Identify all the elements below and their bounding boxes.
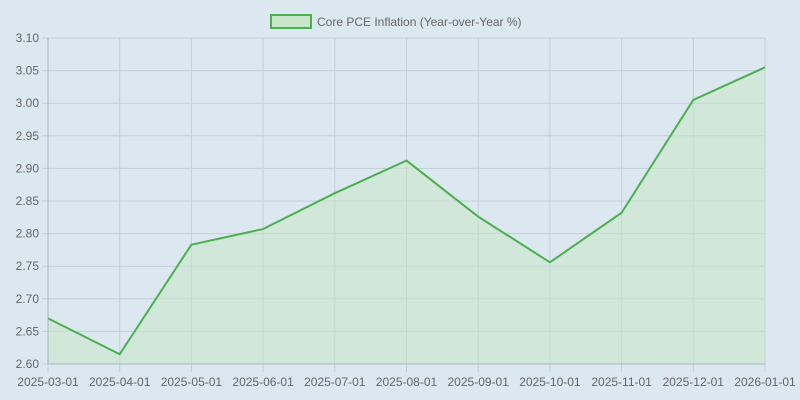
- axes: 2.60 2.65 2.70 2.75 2.80 2.85 2.90 2.95 3.00 3.05…: [16, 31, 796, 389]
- y-tick-label: 2.70: [16, 292, 40, 306]
- x-tick-label: 2025-04-01: [89, 375, 151, 389]
- y-tick-label: 2.90: [16, 161, 40, 175]
- data-point[interactable]: [547, 259, 553, 265]
- x-tick-label: 2025-11-01: [591, 375, 652, 389]
- data-point[interactable]: [332, 190, 338, 196]
- y-tick-label: 3.10: [16, 31, 40, 45]
- series-area: [47, 64, 768, 364]
- y-tick-label: 3.05: [16, 64, 40, 78]
- x-tick-label: 2025-03-01: [17, 375, 79, 389]
- data-point[interactable]: [475, 214, 481, 220]
- legend-swatch[interactable]: [270, 14, 312, 29]
- y-tick-label: 2.75: [16, 259, 40, 273]
- x-tick-label: 2026-01-01: [734, 375, 796, 389]
- x-tick-label: 2025-05-01: [161, 375, 223, 389]
- legend-label[interactable]: Core PCE Inflation (Year-over-Year %): [317, 15, 522, 29]
- data-point[interactable]: [188, 242, 194, 248]
- x-tick-label: 2025-08-01: [376, 375, 438, 389]
- data-point[interactable]: [619, 210, 625, 216]
- x-tick-label: 2025-10-01: [519, 375, 581, 389]
- x-tick-label: 2025-09-01: [448, 375, 510, 389]
- data-point[interactable]: [260, 226, 266, 232]
- y-tick-label: 2.60: [16, 357, 40, 371]
- x-tick-label: 2025-07-01: [304, 375, 366, 389]
- data-point[interactable]: [762, 64, 768, 70]
- data-point[interactable]: [690, 97, 696, 103]
- x-tick-label: 2025-12-01: [663, 375, 725, 389]
- y-tick-label: 3.00: [16, 96, 40, 110]
- series-area-fill: [48, 67, 765, 364]
- data-point[interactable]: [117, 351, 123, 357]
- y-tick-label: 2.95: [16, 129, 40, 143]
- y-tick-label: 2.80: [16, 227, 40, 241]
- legend[interactable]: Core PCE Inflation (Year-over-Year %): [270, 14, 522, 29]
- x-tick-label: 2025-06-01: [232, 375, 294, 389]
- y-tick-label: 2.85: [16, 194, 40, 208]
- series-line[interactable]: [47, 66, 766, 356]
- data-point[interactable]: [404, 158, 410, 164]
- y-tick-label: 2.65: [16, 324, 40, 338]
